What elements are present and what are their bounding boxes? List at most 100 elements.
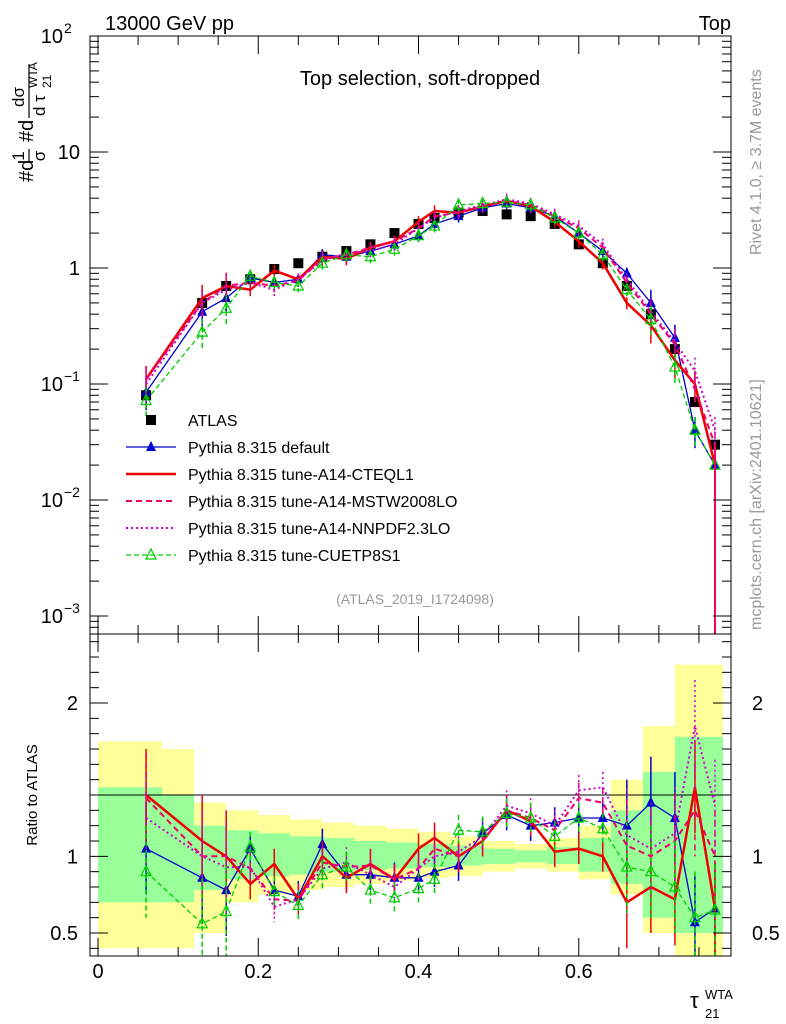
ratio-x-tick-label: 0 (92, 961, 103, 983)
main-point-data (525, 211, 536, 222)
main-y-tick-label: 10 (41, 26, 63, 48)
main-point-green (364, 249, 377, 262)
main-point-green (476, 196, 489, 209)
main-point-green (524, 197, 537, 210)
main-point-green (340, 247, 353, 260)
ratio-point-green (428, 871, 441, 884)
ylabel-frac2-den: d τ (30, 95, 49, 116)
main-y-tick-label: 10 (41, 490, 63, 512)
main-point-green (500, 194, 513, 207)
ratio-point-green (316, 867, 329, 880)
main-point-green (268, 275, 281, 288)
ratio-marks (140, 680, 721, 956)
ratio-band-inner (98, 787, 131, 903)
ratio-uncertainty-bands (98, 664, 723, 956)
ratio-band-inner (482, 848, 515, 864)
ratio-y-tick-label: 2 (67, 693, 78, 715)
main-y-axis-label: #d 1 σ #d dσ d τ 21 WTA (9, 62, 54, 182)
main-line-blue (145, 202, 716, 466)
ylabel-frac1-den: σ (30, 150, 49, 161)
main-y-tick-exponent: −2 (64, 484, 80, 500)
main-point-blue (621, 267, 632, 278)
ratio-point-green (196, 916, 209, 929)
main-y-tick-label: 10 (41, 606, 63, 628)
energy-label: 13000 GeV pp (105, 13, 234, 35)
ratio-y-tick-label: 0.5 (50, 923, 78, 945)
ratio-point-green (268, 884, 281, 897)
ratio-point-green (688, 910, 701, 923)
ratio-x-tick-label: 0.4 (405, 961, 433, 983)
legend-label-data: ATLAS (188, 413, 238, 430)
legend-label-blue: Pythia 8.315 default (188, 440, 330, 457)
ylabel-sup: WTA (26, 62, 40, 88)
main-point-green (548, 210, 561, 223)
main-marks (140, 193, 721, 634)
ratio-point-green (476, 824, 489, 837)
ratio-y-axis-label: Ratio to ATLAS (24, 744, 41, 845)
ratio-x-tick-label: 0.6 (565, 961, 593, 983)
main-point-green (428, 218, 441, 231)
main-y-tick-exponent: 2 (64, 20, 72, 36)
ratio-line-green (145, 812, 716, 925)
xlabel-tau: τ (690, 988, 699, 1013)
ratio-point-green (548, 829, 561, 842)
main-point-green (572, 225, 585, 238)
main-point-green (668, 359, 681, 372)
process-label: Top (699, 13, 731, 35)
ratio-point-green (292, 898, 305, 911)
legend-marker-blue (146, 441, 156, 451)
ratio-band-inner (514, 850, 547, 863)
legend-label-red: Pythia 8.315 tune-A14-CTEQL1 (188, 467, 414, 484)
rivet-version-label: Rivet 4.1.0, ≥ 3.7M events (748, 69, 765, 255)
main-point-green (688, 422, 701, 435)
ratio-x-tick-label: 0.2 (244, 961, 272, 983)
ylabel-hash-d: #d (16, 160, 38, 182)
x-axis-label: τ 21 WTA (690, 987, 733, 1021)
legend-marker-data (146, 415, 156, 425)
ratio-point-green (620, 859, 633, 872)
ratio-panel: 0.5 0.5 1 1 2 2 0 0.2 0.4 0.6 Ratio to ATLAS (24, 633, 780, 983)
main-point-data (501, 209, 512, 220)
main-point-green (220, 300, 233, 313)
ratio-line-red (145, 787, 717, 909)
main-point-green (620, 282, 633, 295)
main-y-tick-label: 10 (41, 374, 63, 396)
ratio-point-green (572, 810, 585, 823)
main-line-magenta-dashed (145, 199, 716, 446)
main-line-magenta-dotted (145, 198, 716, 431)
main-point-green (292, 278, 305, 291)
main-line-red (145, 199, 717, 466)
ratio-point-green (364, 882, 377, 895)
main-y-tick-label: 1 (69, 258, 80, 280)
ratio-axis-ticks: 0.5 0.5 1 1 2 2 0 0.2 0.4 0.6 (50, 634, 780, 983)
main-point-green (316, 255, 329, 268)
ratio-point-green (668, 879, 681, 892)
ratio-point-green (452, 822, 465, 835)
legend: ATLAS Pythia 8.315 default Pythia 8.315 tu… (126, 413, 457, 565)
ratio-point-green (524, 810, 537, 823)
main-point-green (644, 312, 657, 325)
ratio-y-tick-label: 1 (67, 846, 78, 868)
ratio-line-magenta-dotted (145, 725, 716, 909)
legend-label-magenta-dashed: Pythia 8.315 tune-A14-MSTW2008LO (188, 494, 457, 511)
main-y-tick-exponent: −3 (64, 600, 80, 616)
ratio-point-green (220, 904, 233, 917)
ratio-point-green (500, 806, 513, 819)
main-y-tick-label: 10 (58, 142, 80, 164)
ratio-point-green (244, 839, 257, 852)
ratio-point-green (709, 902, 721, 915)
ratio-point-green (340, 859, 353, 872)
ratio-point-green (412, 881, 425, 894)
ylabel-hash-d2: #d (16, 120, 38, 142)
main-y-tick-exponent: −1 (64, 368, 80, 384)
main-point-green (244, 268, 257, 281)
ratio-y-tick-label-right: 2 (752, 693, 763, 715)
ylabel-sub: 21 (40, 74, 54, 88)
xlabel-sub: 21 (705, 1006, 719, 1021)
main-point-green (140, 393, 153, 406)
mcplots-source-label: mcplots.cern.ch [arXiv:2401.10621] (748, 379, 765, 630)
main-title: Top selection, soft-dropped (300, 68, 540, 90)
